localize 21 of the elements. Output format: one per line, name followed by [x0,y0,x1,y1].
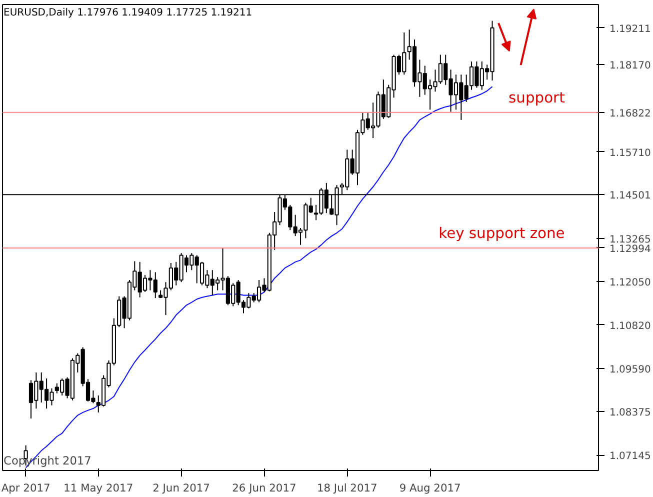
x-tick-label: 18 Jul 2017 [316,482,378,494]
y-tick-label: 1.14501 [610,190,651,202]
y-tick-label: 1.08375 [610,408,651,419]
y-tick-label: 1.13265 [610,234,651,246]
x-tick-label: 2 Jun 2017 [152,482,210,494]
x-tick-label: 9 Aug 2017 [399,482,461,494]
y-tick-label: 1.16822 [610,108,651,120]
x-tick-label: Apr 2017 [1,482,50,494]
y-tick-label: 1.18170 [610,60,651,72]
y-tick-label: 1.10820 [610,320,651,332]
y-tick-label: 1.09590 [610,364,651,376]
y-tick-label: 1.12994 [610,244,651,255]
x-tick-label: 11 May 2017 [64,482,134,494]
y-tick-label: 1.07145 [610,451,651,462]
x-tick-label: 26 Jun 2017 [232,482,296,494]
y-tick-label: 1.12050 [610,277,651,288]
ref-line-label: support [508,89,566,106]
ref-line-label: key support zone [438,224,565,242]
y-tick-label: 1.15710 [610,148,651,159]
y-tick-label: 1.19211 [610,24,651,35]
chart-title: EURUSD,Daily 1.17976 1.19409 1.17725 1.19211 [4,8,252,18]
